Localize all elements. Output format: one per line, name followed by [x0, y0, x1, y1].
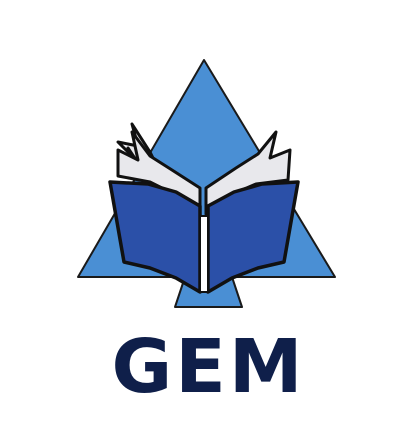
brand-name: GEM	[111, 324, 306, 410]
book-spine	[199, 215, 209, 293]
